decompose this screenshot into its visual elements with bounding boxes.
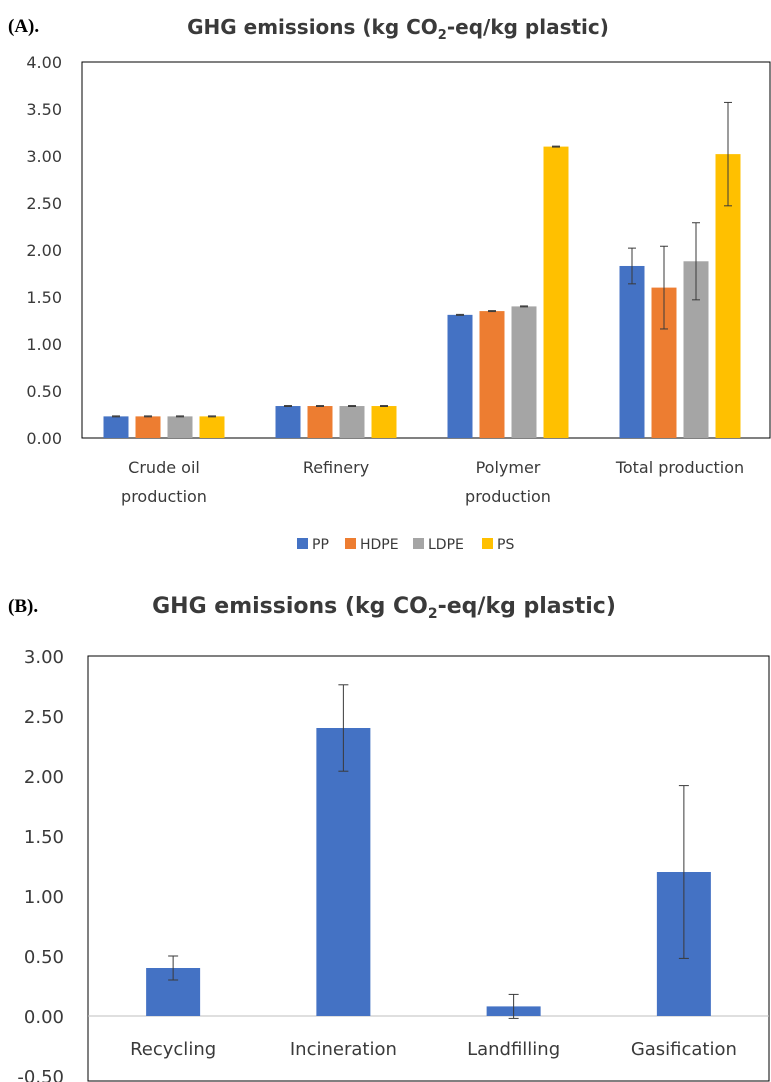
chart-a-y-tick-label: 2.50: [26, 194, 62, 213]
chart-b-y-tick-label: 0.00: [24, 1007, 64, 1028]
chart-b-bar-1: [316, 728, 371, 1016]
chart-a-y-tick-label: 2.00: [26, 241, 62, 260]
chart-a-title: GHG emissions (kg CO2-eq/kg plastic): [187, 15, 609, 43]
chart-b-plot-area: [87, 655, 770, 1082]
chart-a-bar-pp-1: [275, 406, 301, 438]
chart-a-y-tick-label: 1.50: [26, 288, 62, 307]
chart-a-bar-ldpe-0: [167, 416, 193, 438]
chart-a-bar-ldpe-2: [511, 306, 537, 438]
chart-a-bar-ps-2: [543, 146, 569, 438]
chart-a-bar-hdpe-2: [479, 311, 505, 438]
chart-a-bar-pp-0: [103, 416, 129, 438]
chart-a-bar-ps-0: [199, 416, 225, 438]
chart-a: (A). GHG emissions (kg CO2-eq/kg plastic…: [8, 15, 771, 553]
chart-a-category-label: Total production: [615, 458, 744, 477]
chart-a-bar-hdpe-0: [135, 416, 161, 438]
legend-label-ldpe: LDPE: [428, 537, 464, 553]
chart-a-bars: [103, 101, 741, 438]
chart-b-category-label: Recycling: [130, 1039, 216, 1060]
chart-a-y-tick-label: 4.00: [26, 53, 62, 72]
chart-b-category-label: Incineration: [290, 1039, 397, 1060]
legend-label-pp: PP: [312, 537, 329, 553]
legend-swatch-hdpe: [345, 538, 356, 549]
chart-a-y-tick-label: 0.50: [26, 382, 62, 401]
chart-b-y-tick-label: -0.50: [17, 1067, 64, 1082]
panel-label-b: (B).: [8, 596, 38, 617]
chart-b-category-label: Gasification: [631, 1039, 737, 1060]
chart-a-bar-pp-2: [447, 314, 473, 438]
chart-a-category-label: production: [121, 487, 207, 506]
legend-label-ps: PS: [497, 537, 514, 553]
chart-b-title: GHG emissions (kg CO2-eq/kg plastic): [152, 594, 616, 622]
chart-a-legend: PP HDPE LDPE PS: [297, 537, 514, 553]
chart-a-bar-hdpe-1: [307, 406, 333, 438]
chart-a-category-label: Polymer: [476, 458, 541, 477]
legend-label-hdpe: HDPE: [360, 537, 399, 553]
chart-a-y-axis: 0.00 0.50 1.00 1.50 2.00 2.50 3.00 3.50 4.00: [26, 53, 62, 448]
chart-a-plot-area: [81, 61, 771, 439]
chart-b-x-axis: Recycling Incineration Landfilling Gasifica…: [130, 1039, 737, 1060]
chart-a-y-tick-label: 1.00: [26, 335, 62, 354]
legend-swatch-ldpe: [413, 538, 424, 549]
chart-a-y-tick-label: 0.00: [26, 429, 62, 448]
panel-label-a: (A).: [8, 16, 39, 37]
chart-b-y-tick-label: 3.00: [24, 647, 64, 668]
chart-a-bar-ps-1: [371, 406, 397, 438]
chart-a-bar-pp-3: [619, 265, 645, 438]
chart-a-y-tick-label: 3.00: [26, 147, 62, 166]
chart-a-y-tick-label: 3.50: [26, 100, 62, 119]
chart-b-y-axis: -0.50 0.00 0.50 1.00 1.50 2.00 2.50 3.00: [17, 647, 64, 1082]
legend-swatch-pp: [297, 538, 308, 549]
chart-b-y-tick-label: 2.00: [24, 767, 64, 788]
chart-a-category-label: production: [465, 487, 551, 506]
chart-b-bars: [88, 684, 769, 1019]
chart-a-category-label: Crude oil: [128, 458, 200, 477]
chart-b-y-tick-label: 1.50: [24, 827, 64, 848]
chart-b: (B). GHG emissions (kg CO2-eq/kg plastic…: [8, 594, 770, 1082]
chart-a-category-label: Refinery: [303, 458, 369, 477]
chart-a-x-axis: Crude oil production Refinery Polymer produc…: [121, 458, 744, 506]
chart-b-y-tick-label: 0.50: [24, 947, 64, 968]
chart-b-y-tick-label: 2.50: [24, 707, 64, 728]
legend-swatch-ps: [482, 538, 493, 549]
chart-b-y-tick-label: 1.00: [24, 887, 64, 908]
chart-a-bar-ldpe-1: [339, 406, 365, 438]
chart-b-category-label: Landfilling: [467, 1039, 560, 1060]
